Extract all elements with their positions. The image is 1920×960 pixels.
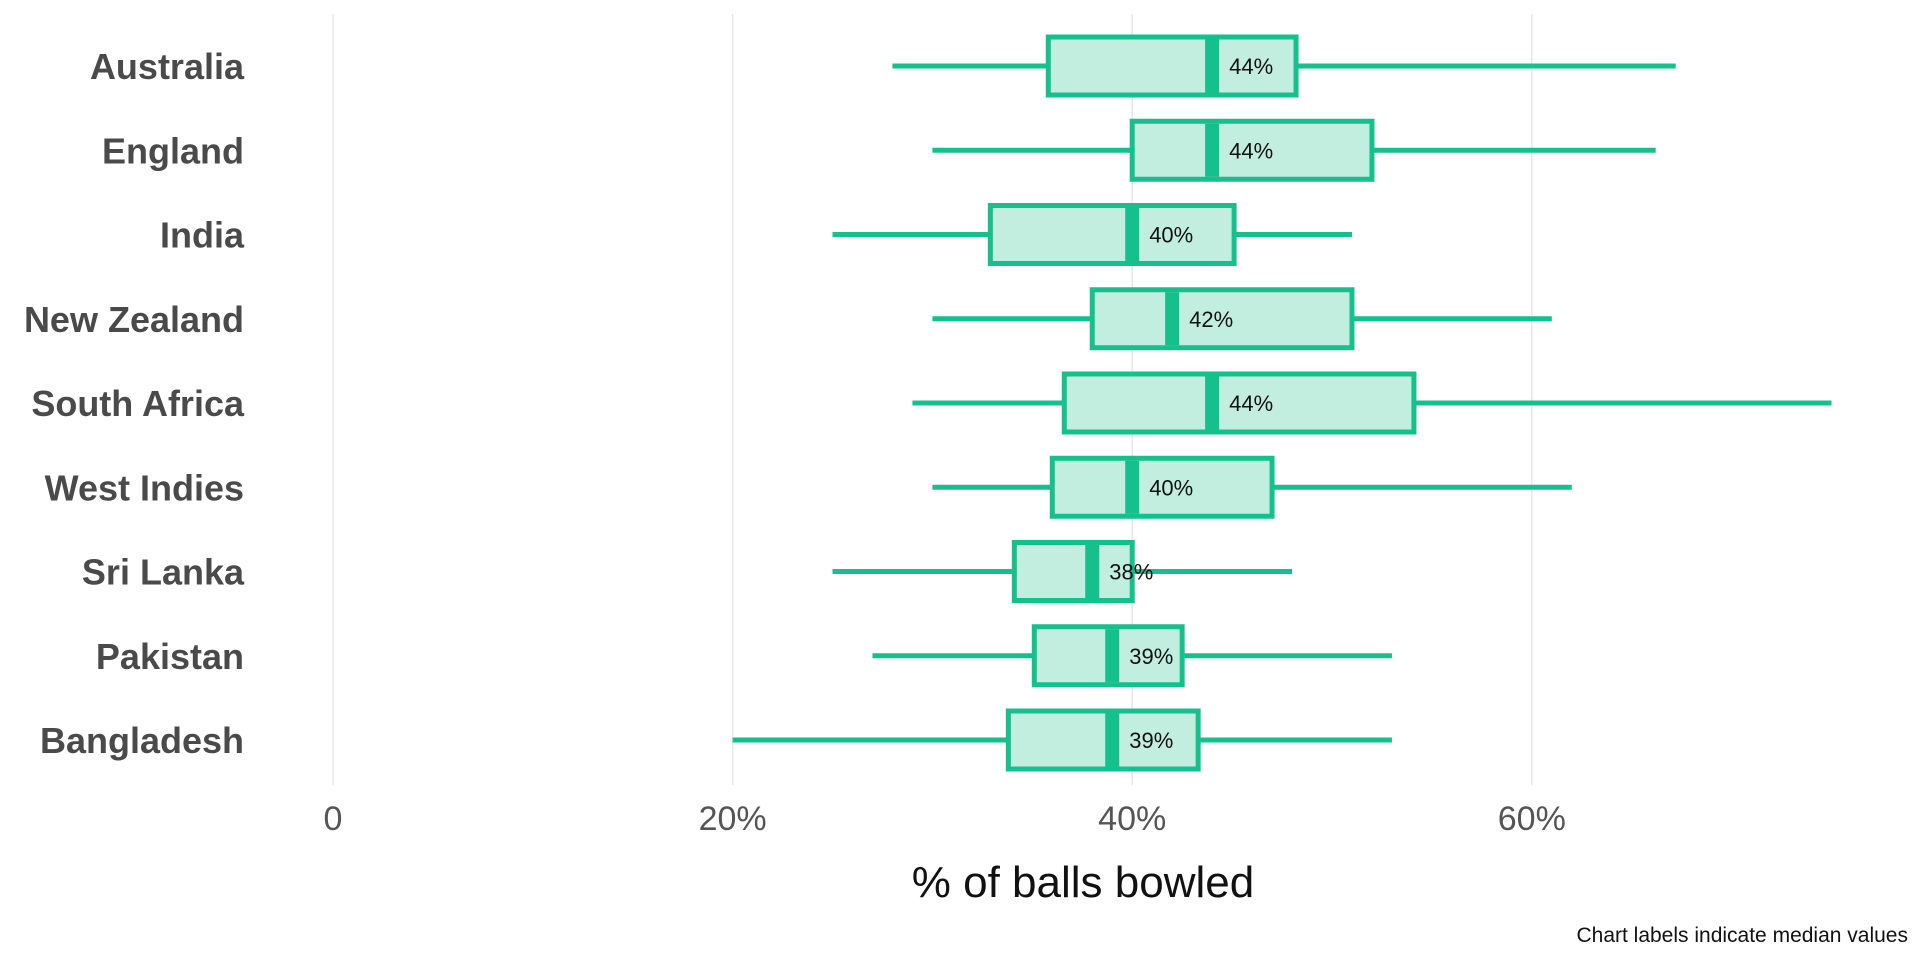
median-label: 44% (1229, 391, 1273, 416)
iqr-box (1049, 455, 1275, 519)
x-axis-title: % of balls bowled (912, 858, 1254, 907)
median-label: 39% (1129, 644, 1173, 669)
box-row: 44% (892, 34, 1676, 98)
x-tick-label: 40% (1098, 800, 1166, 838)
category-label: Bangladesh (40, 720, 244, 761)
median-marker (1105, 713, 1120, 767)
median-marker (1125, 208, 1140, 261)
y-axis-categories: Australia England India New Zealand South Af… (24, 46, 245, 761)
category-label: India (160, 215, 245, 256)
median-marker (1165, 292, 1180, 346)
x-axis-ticks: 0 20% 40% 60% (324, 800, 1566, 838)
iqr-box (1005, 708, 1201, 772)
category-label: South Africa (31, 383, 245, 424)
category-label: Sri Lanka (82, 552, 245, 593)
box-row: 39% (872, 624, 1392, 688)
median-label: 42% (1189, 307, 1233, 332)
iqr-box (1129, 118, 1375, 182)
median-marker (1105, 629, 1120, 683)
median-label: 40% (1149, 223, 1193, 248)
median-label: 40% (1149, 475, 1193, 500)
box-row: 40% (832, 203, 1352, 266)
iqr-box (1089, 287, 1355, 351)
median-marker (1205, 39, 1220, 93)
median-marker (1085, 545, 1100, 598)
median-marker (1125, 460, 1140, 514)
x-tick-label: 60% (1498, 800, 1566, 838)
category-label: Australia (90, 46, 245, 87)
median-label: 44% (1229, 138, 1273, 163)
box-row: 39% (732, 708, 1392, 772)
median-label: 44% (1229, 54, 1273, 79)
median-marker (1205, 376, 1220, 430)
median-label: 38% (1109, 560, 1153, 585)
box-row: 44% (932, 118, 1656, 182)
x-tick-label: 20% (699, 800, 767, 838)
iqr-box (1011, 540, 1135, 603)
iqr-box (1061, 371, 1417, 435)
iqr-box (1045, 34, 1299, 98)
category-label: New Zealand (24, 299, 244, 340)
category-label: Pakistan (96, 636, 244, 677)
median-marker (1205, 123, 1220, 177)
iqr-box (987, 203, 1237, 266)
category-label: West Indies (45, 467, 244, 508)
chart-caption: Chart labels indicate median values (1576, 924, 1908, 947)
box-row: 38% (832, 540, 1293, 603)
category-label: England (102, 130, 244, 171)
boxes: 44% 44% 40% 42% 44% 40% 38% 39% 39% (732, 34, 1832, 772)
median-label: 39% (1129, 728, 1173, 753)
x-tick-label: 0 (324, 800, 343, 838)
box-row: 44% (912, 371, 1832, 435)
box-row: 40% (932, 455, 1572, 519)
box-row: 42% (932, 287, 1552, 351)
